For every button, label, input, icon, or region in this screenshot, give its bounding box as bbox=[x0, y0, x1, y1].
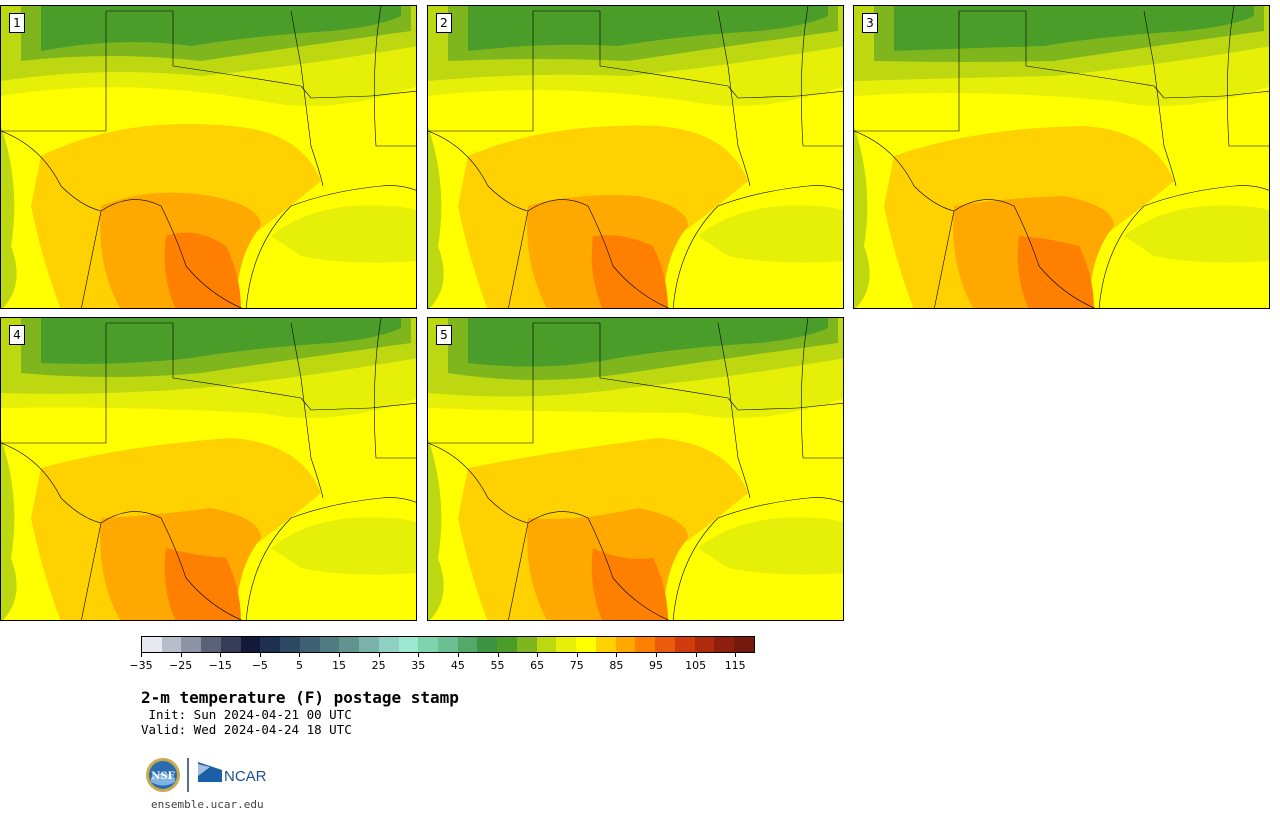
colorbar-swatch bbox=[655, 637, 675, 652]
colorbar-tick bbox=[259, 653, 261, 657]
colorbar-tick-label: −35 bbox=[129, 659, 153, 672]
colorbar-swatch bbox=[477, 637, 498, 652]
temperature-map-5 bbox=[428, 318, 843, 620]
panel-number: 2 bbox=[436, 13, 452, 33]
colorbar-tick-label: 55 bbox=[490, 659, 505, 672]
sponsor-logos: NSF NCAR bbox=[144, 756, 274, 794]
colorbar-tick-label: 15 bbox=[332, 659, 347, 672]
ensemble-member-panel-2: 2 bbox=[427, 5, 844, 309]
colorbar-tick-label: 105 bbox=[685, 659, 707, 672]
site-url: ensemble.ucar.edu bbox=[151, 798, 264, 811]
colorbar-tick-label: 65 bbox=[530, 659, 545, 672]
colorbar-swatch bbox=[714, 637, 735, 652]
colorbar-swatch bbox=[299, 637, 320, 652]
colorbar-tick-label: −25 bbox=[169, 659, 193, 672]
colorbar-swatch bbox=[201, 637, 221, 652]
colorbar-tick-label: 25 bbox=[371, 659, 386, 672]
nsf-logo-icon: NSF bbox=[146, 758, 180, 792]
colorbar-tick bbox=[378, 653, 380, 657]
ncar-logo-icon: NCAR bbox=[198, 762, 267, 785]
colorbar-tick bbox=[537, 653, 539, 657]
colorbar-tick bbox=[655, 653, 657, 657]
colorbar-tick bbox=[735, 653, 737, 657]
nsf-logo-text: NSF bbox=[151, 771, 174, 782]
temperature-map-1 bbox=[1, 6, 416, 308]
colorbar-tick-label: 75 bbox=[569, 659, 584, 672]
colorbar-swatch bbox=[161, 637, 182, 652]
colorbar-tick-label: 115 bbox=[724, 659, 746, 672]
colorbar-swatch bbox=[240, 637, 261, 652]
colorbar-swatch bbox=[497, 637, 517, 652]
colorbar-tick bbox=[220, 653, 222, 657]
panel-number: 4 bbox=[9, 325, 25, 345]
colorbar-swatch bbox=[576, 637, 596, 652]
colorbar-tick bbox=[457, 653, 459, 657]
colorbar-swatch bbox=[220, 637, 241, 652]
colorbar-tick bbox=[299, 653, 301, 657]
colorbar-swatch bbox=[418, 637, 439, 652]
colorbar-swatch bbox=[556, 637, 577, 652]
colorbar-swatch bbox=[142, 637, 162, 652]
colorbar-swatch bbox=[319, 637, 340, 652]
colorbar-tick-label: 85 bbox=[609, 659, 624, 672]
colorbar-tick bbox=[616, 653, 618, 657]
colorbar-swatch bbox=[516, 637, 537, 652]
colorbar-swatch bbox=[339, 637, 360, 652]
ncar-logo-text: NCAR bbox=[224, 768, 267, 785]
ensemble-member-panel-5: 5 bbox=[427, 317, 844, 621]
init-time: Init: Sun 2024-04-21 00 UTC bbox=[141, 707, 352, 722]
colorbar-tick bbox=[180, 653, 182, 657]
colorbar-swatch bbox=[378, 637, 399, 652]
ensemble-member-panel-4: 4 bbox=[0, 317, 417, 621]
colorbar-swatch bbox=[595, 637, 616, 652]
colorbar-tick bbox=[695, 653, 697, 657]
colorbar-tick-label: −5 bbox=[251, 659, 268, 672]
colorbar-swatch bbox=[635, 637, 656, 652]
colorbar-swatch bbox=[457, 637, 478, 652]
colorbar-swatch bbox=[359, 637, 379, 652]
temperature-map-3 bbox=[854, 6, 1269, 308]
colorbar-swatch bbox=[181, 637, 202, 652]
colorbar-swatch bbox=[398, 637, 419, 652]
temperature-colorbar bbox=[141, 636, 755, 653]
colorbar-tick bbox=[339, 653, 341, 657]
colorbar-swatch bbox=[260, 637, 281, 652]
chart-title: 2-m temperature (F) postage stamp bbox=[141, 688, 459, 707]
panel-number: 5 bbox=[436, 325, 452, 345]
valid-time: Valid: Wed 2024-04-24 18 UTC bbox=[141, 722, 352, 737]
panel-number: 1 bbox=[9, 13, 25, 33]
colorbar-swatch bbox=[734, 637, 754, 652]
colorbar-tick-label: 45 bbox=[450, 659, 465, 672]
colorbar-swatch bbox=[438, 637, 458, 652]
colorbar-swatch bbox=[694, 637, 715, 652]
panel-number: 3 bbox=[862, 13, 878, 33]
colorbar-swatch bbox=[536, 637, 557, 652]
temperature-map-4 bbox=[1, 318, 416, 620]
colorbar-tick-label: 95 bbox=[648, 659, 663, 672]
colorbar-tick-label: −15 bbox=[208, 659, 232, 672]
colorbar-tick bbox=[576, 653, 578, 657]
colorbar-tick-labels: −35 −25 −15 −5 5 15 25 35 45 55 65 75 85 95 105 115 bbox=[129, 653, 755, 675]
ensemble-member-panel-1: 1 bbox=[0, 5, 417, 309]
colorbar-swatch bbox=[280, 637, 300, 652]
colorbar-swatch bbox=[674, 637, 695, 652]
colorbar-tick-label: 35 bbox=[411, 659, 426, 672]
temperature-map-2 bbox=[428, 6, 843, 308]
colorbar-swatch bbox=[615, 637, 636, 652]
colorbar-tick bbox=[497, 653, 499, 657]
colorbar-tick-label: 5 bbox=[295, 659, 303, 672]
colorbar-tick bbox=[141, 653, 142, 657]
ensemble-member-panel-3: 3 bbox=[853, 5, 1270, 309]
colorbar-tick bbox=[418, 653, 420, 657]
